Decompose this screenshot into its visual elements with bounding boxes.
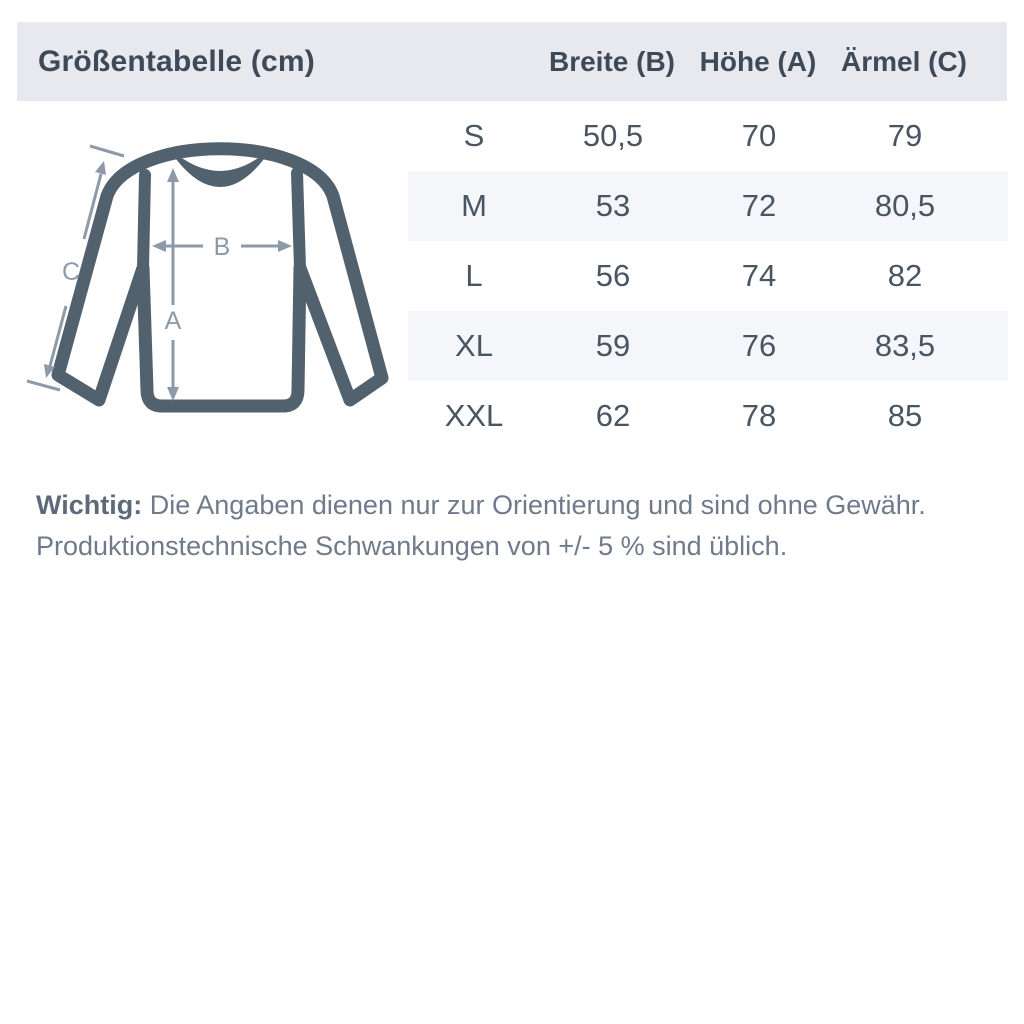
disclaimer-lead: Wichtig: — [36, 490, 143, 520]
size-cell: XL — [455, 328, 493, 363]
dimension-b-arrow — [152, 240, 292, 252]
column-header-aermel: Ärmel (C) — [840, 45, 967, 77]
table-row: S 50,5 70 79 — [408, 101, 1008, 171]
page-title: Größentabelle (cm) — [38, 44, 315, 78]
size-table-body: S 50,5 70 79 M 53 72 80,5 L 56 74 82 XL — [408, 101, 1008, 451]
aermel-cell: 83,5 — [874, 328, 936, 363]
armhole-seam-right — [291, 167, 306, 274]
table-row: XL 59 76 83,5 — [408, 311, 1008, 381]
aermel-cell: 85 — [887, 398, 923, 433]
hoehe-cell: 74 — [741, 258, 777, 293]
column-header-breite: Breite (B) — [548, 45, 675, 77]
sweater-measurement-diagram: A B C — [26, 142, 389, 413]
table-row: L 56 74 82 — [408, 241, 1008, 311]
dimension-c-arrow — [26, 144, 125, 392]
dimension-b-label: B — [214, 233, 231, 261]
hoehe-cell: 72 — [741, 188, 777, 223]
table-row: XXL 62 78 85 — [408, 381, 1008, 451]
dimension-c-label: C — [62, 258, 80, 286]
breite-cell: 50,5 — [582, 118, 644, 153]
column-header-hoehe: Höhe (A) — [699, 45, 817, 77]
table-row: M 53 72 80,5 — [408, 171, 1008, 241]
disclaimer: Wichtig: Die Angaben dienen nur zur Orie… — [36, 485, 996, 567]
aermel-cell: 82 — [887, 258, 923, 293]
aermel-cell: 80,5 — [874, 188, 936, 223]
disclaimer-line-1: Wichtig: Die Angaben dienen nur zur Orie… — [36, 490, 926, 520]
size-cell: L — [465, 258, 483, 293]
size-cell: S — [463, 118, 485, 153]
breite-cell: 53 — [595, 188, 631, 223]
hoehe-cell: 70 — [741, 118, 777, 153]
dimension-a-arrow — [167, 168, 179, 401]
breite-cell: 62 — [595, 398, 631, 433]
breite-cell: 59 — [595, 328, 631, 363]
breite-cell: 56 — [595, 258, 631, 293]
disclaimer-line-2: Produktionstechnische Schwankungen von +… — [36, 531, 788, 561]
hoehe-cell: 78 — [741, 398, 777, 433]
collar — [175, 155, 265, 187]
size-cell: XXL — [444, 398, 504, 433]
table-header: Größentabelle (cm) Breite (B) Höhe (A) Ä… — [17, 22, 1007, 101]
size-cell: M — [461, 188, 487, 223]
dimension-a-label: A — [165, 307, 182, 335]
armhole-seam-left — [137, 169, 151, 274]
hoehe-cell: 76 — [741, 328, 777, 363]
sweater-outline — [51, 142, 389, 413]
aermel-cell: 79 — [887, 118, 923, 153]
